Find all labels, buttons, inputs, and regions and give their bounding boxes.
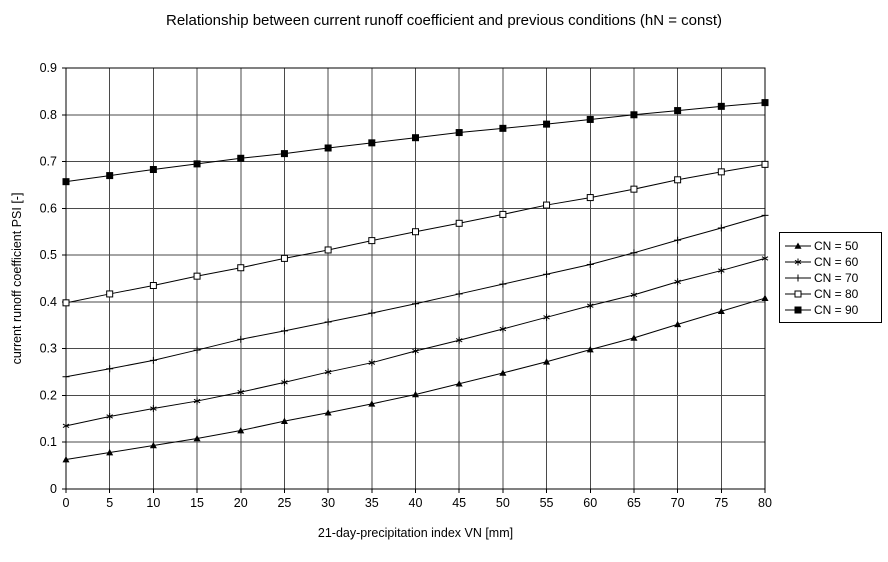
axis-ticks [62,67,766,493]
svg-text:0.8: 0.8 [40,108,57,122]
svg-text:20: 20 [234,496,248,510]
legend-item-cn-80: CN = 80 [785,286,875,301]
svg-text:15: 15 [190,496,204,510]
svg-text:35: 35 [365,496,379,510]
series-cn-70 [62,211,769,381]
svg-text:70: 70 [671,496,685,510]
legend-item-cn-70: CN = 70 [785,270,875,285]
legend-item-cn-90: CN = 90 [785,302,875,317]
svg-text:0.3: 0.3 [40,342,57,356]
legend-label: CN = 60 [814,254,859,269]
chart-title: Relationship between current runoff coef… [165,12,723,29]
svg-text:0.2: 0.2 [40,388,57,402]
plus-legend-marker-icon [785,274,811,281]
gridlines [66,68,765,489]
triangle-filled-legend-marker-icon [785,242,811,249]
svg-text:0.6: 0.6 [40,201,57,215]
y-axis-title: current runoff coefficient PSI [-] [10,193,24,365]
legend-label: CN = 80 [814,286,859,301]
svg-text:25: 25 [277,496,291,510]
legend-label: CN = 50 [814,238,859,253]
asterisk-legend-marker-icon [785,258,811,265]
legend-item-cn-50: CN = 50 [785,238,875,253]
svg-text:0.9: 0.9 [40,61,57,75]
x-axis-title: 21-day-precipitation index VN [mm] [318,526,513,540]
y-tick-labels: 0 0.1 0.2 0.3 0.4 0.5 0.6 0.7 0.8 0.9 [40,61,57,496]
svg-text:80: 80 [758,496,772,510]
svg-text:5: 5 [106,496,113,510]
x-tick-labels: 0 5 10 15 20 25 30 35 40 45 50 55 60 65 70 75 80 [63,496,772,510]
chart-legend: CN = 50 CN = 60 CN = 70 CN = 80 CN = 90 [779,232,882,323]
svg-text:0: 0 [50,482,57,496]
series-cn-60 [62,254,769,430]
svg-text:45: 45 [452,496,466,510]
svg-text:55: 55 [540,496,554,510]
svg-text:10: 10 [146,496,160,510]
svg-text:0.7: 0.7 [40,155,57,169]
svg-text:0.5: 0.5 [40,248,57,262]
svg-text:30: 30 [321,496,335,510]
svg-text:0.4: 0.4 [40,295,57,309]
legend-item-cn-60: CN = 60 [785,254,875,269]
square-filled-legend-marker-icon [785,306,811,313]
svg-text:50: 50 [496,496,510,510]
series-cn-90 [62,99,769,186]
legend-label: CN = 70 [814,270,859,285]
square-open-legend-marker-icon [785,290,811,297]
series-cn-80 [62,160,769,307]
svg-text:40: 40 [409,496,423,510]
svg-text:0.1: 0.1 [40,435,57,449]
svg-text:75: 75 [714,496,728,510]
svg-text:65: 65 [627,496,641,510]
series-cn-50 [62,294,769,463]
svg-text:0: 0 [63,496,70,510]
legend-label: CN = 90 [814,302,859,317]
svg-text:60: 60 [583,496,597,510]
